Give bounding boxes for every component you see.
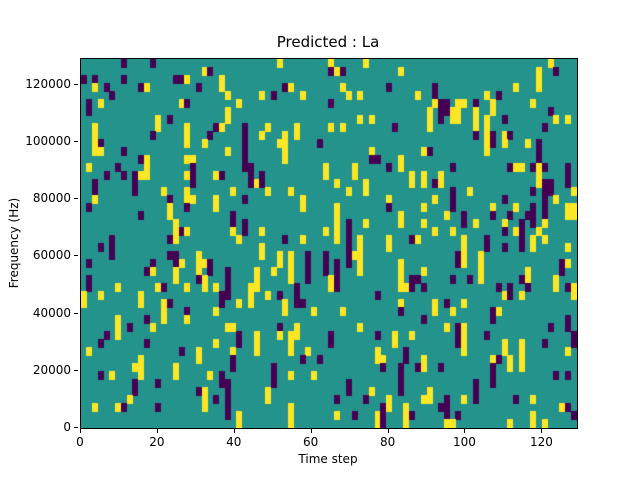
x-tick-label: 20 [149,435,165,449]
x-axis-label: Time step [298,452,358,466]
x-tick-mark [310,429,312,433]
y-tick-label: 0 [63,420,71,434]
x-tick-mark [541,429,543,433]
x-tick-label: 80 [379,435,396,449]
x-tick-label: 40 [226,435,242,449]
x-tick-label: 100 [453,435,476,449]
x-tick-mark [464,429,466,433]
y-tick-label: 20000 [32,362,71,377]
x-tick-label: 120 [529,435,553,449]
y-tick-label: 80000 [32,191,71,206]
y-axis-label: Frequency (Hz) [7,197,21,289]
y-tick-mark [74,312,78,314]
x-tick-mark [233,429,235,433]
x-tick-mark [387,429,389,433]
x-tick-mark [156,429,158,433]
y-tick-label: 40000 [32,305,71,320]
y-tick-mark [74,198,78,200]
y-tick-mark [74,140,78,142]
plot-area [80,58,578,429]
x-tick-label: 0 [76,435,84,449]
heatmap-canvas [81,59,577,428]
x-tick-mark [80,429,81,433]
chart-title: Predicted : La [276,33,380,51]
y-tick-label: 100000 [25,133,71,148]
y-tick-mark [74,369,78,371]
y-tick-mark [74,427,78,428]
y-tick-label: 60000 [32,248,71,263]
x-tick-label: 60 [303,435,319,449]
y-tick-mark [74,83,78,85]
y-tick-label: 120000 [25,76,71,91]
y-tick-mark [74,255,78,257]
